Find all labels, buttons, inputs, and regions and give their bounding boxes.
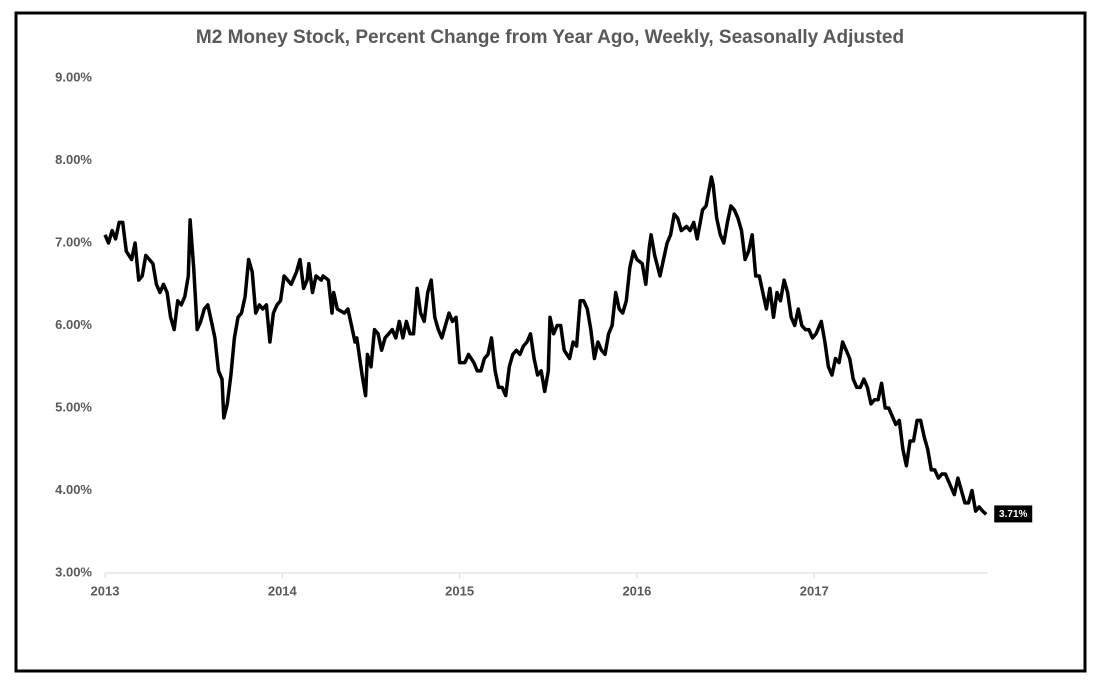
y-tick-label: 8.00% — [55, 152, 92, 167]
y-tick-label: 4.00% — [55, 482, 92, 497]
y-tick-label: 3.00% — [55, 564, 92, 579]
y-tick-label: 7.00% — [55, 234, 92, 249]
y-tick-label: 5.00% — [55, 399, 92, 414]
y-tick-label: 6.00% — [55, 317, 92, 332]
y-tick-label: 9.00% — [55, 69, 92, 84]
x-tick-label: 2013 — [91, 583, 120, 598]
x-tick-label: 2014 — [268, 583, 298, 598]
value-label: 3.71% — [999, 509, 1027, 520]
value-label-box — [994, 505, 1033, 523]
x-tick-label: 2017 — [800, 583, 829, 598]
chart-title: M2 Money Stock, Percent Change from Year… — [196, 27, 904, 48]
x-tick-label: 2016 — [622, 583, 651, 598]
x-tick-label: 2015 — [445, 583, 474, 598]
line — [103, 175, 988, 516]
